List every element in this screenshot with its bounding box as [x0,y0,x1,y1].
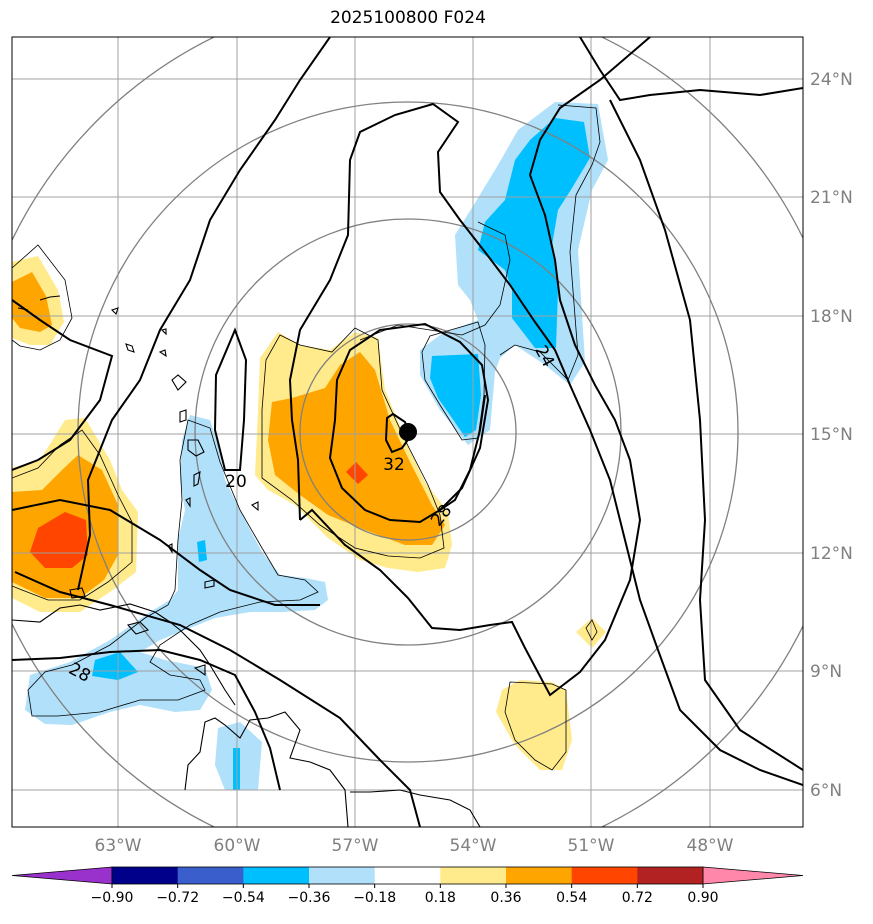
contour-label-32: 32 [383,455,405,475]
coast-islands-9 [185,497,191,508]
lon-label-63w: 63°W [95,836,142,856]
latitude-labels: 24°N 21°N 18°N 15°N 12°N 9°N 6°N [810,70,853,801]
contour-28-inner [328,322,490,524]
colorbar-tick-label: 0.36 [490,890,521,906]
shade-orange-northwest [12,272,52,332]
map-title: 2025100800 F024 [330,8,486,28]
contour-24-west [299,37,651,697]
coast-islands-13 [126,621,150,635]
thin-contour-northwest [12,244,73,351]
colorbar-segment [243,867,310,884]
colorbar-segment [571,867,638,884]
colorbar-extend-high [702,866,804,885]
storm-center-marker [399,423,417,441]
thick-contours [12,37,803,827]
colorbar-tick-label: 0.54 [556,890,587,906]
map-frame [11,36,804,828]
shade-blue-caribbean-1 [92,652,138,680]
contour-east-far [609,99,803,771]
colorbar-tick-label: −0.18 [353,890,396,906]
shade-orange-center [268,352,445,545]
coast-islands-16 [193,664,206,677]
thin-contour-north-band [499,104,601,381]
lon-label-57w: 57°W [332,836,379,856]
coast-islands-10 [251,501,259,512]
colorbar-tick-label: −0.90 [91,890,134,906]
colorbar-segment [309,867,376,884]
colorbar-segment [440,867,507,884]
shade-blue-east [478,118,590,348]
shading-layer [12,102,608,790]
coast-south-america [184,711,481,827]
colorbar-segment [112,867,179,884]
colorbar-tick-label: −0.72 [156,890,199,906]
colorbar-segment [374,867,441,884]
contour-outer-west [77,37,331,591]
lat-label-15n: 15°N [810,425,853,445]
shade-blue-center [430,354,481,437]
range-ring-1 [299,323,517,541]
coast-islands-12 [204,579,215,589]
colorbar-tick-label: 0.90 [687,890,718,906]
contour-label-20: 20 [225,472,247,492]
colorbar-frame [111,866,704,885]
lon-label-51w: 51°W [568,836,615,856]
contour-20-outer [12,299,421,827]
colorbar: −0.90 −0.72 −0.54 −0.36 −0.18 0.18 0.36 0.54 0.7… [11,866,804,906]
colorbar-extend-low [11,866,113,885]
range-ring-3 [77,101,739,763]
coast-islands-7 [187,439,205,457]
longitude-labels: 63°W 60°W 57°W 54°W 51°W 48°W [95,836,734,856]
range-ring-4 [12,37,803,827]
thin-contour-southeast [504,681,567,771]
contour-28-bottom [12,648,281,791]
coast-islands-1 [110,307,119,316]
thin-contour-central [261,327,445,559]
coast-islands-3 [160,328,167,336]
colorbar-tick-label: −0.36 [288,890,331,906]
shade-red-west [30,512,88,568]
coast-islands-4 [158,349,167,358]
shade-yellow-southeast [496,680,572,770]
colorbar-segment [637,867,704,884]
colorbar-segment [177,867,244,884]
coast-islands-2 [125,343,135,353]
lat-label-9n: 9°N [810,662,842,682]
lat-label-24n: 24°N [810,70,853,90]
colorbar-segment [506,867,573,884]
colorbar-tick-label: −0.54 [222,890,265,906]
thin-contour-west [12,429,133,601]
lat-label-12n: 12°N [810,544,853,564]
coast-islands-5 [171,374,187,391]
contour-24-main [288,102,803,786]
thin-contour-east [421,321,486,441]
colorbar-tick-label: 0.72 [622,890,653,906]
lon-label-54w: 54°W [450,836,497,856]
range-rings [12,37,803,827]
shade-red-center [346,462,368,484]
thin-contour-small [585,619,598,641]
contour-32 [384,412,412,454]
lat-label-6n: 6°N [810,781,842,801]
shade-blue-caribbean-2 [197,540,207,562]
contour-20-west-loop [213,327,248,471]
lon-label-48w: 48°W [687,836,734,856]
lat-label-21n: 21°N [810,188,853,208]
thin-contour-caribbean [27,419,319,717]
coast-islands-8 [193,471,201,487]
range-ring-2 [194,218,622,646]
coast-islands-6 [179,409,187,423]
lon-label-60w: 60°W [214,836,261,856]
lat-label-18n: 18°N [810,307,853,327]
contour-east-outer [579,37,803,102]
contour-28-south [439,394,486,511]
colorbar-tick-label: 0.18 [425,890,456,906]
shade-lightblue-caribbean [25,415,328,725]
